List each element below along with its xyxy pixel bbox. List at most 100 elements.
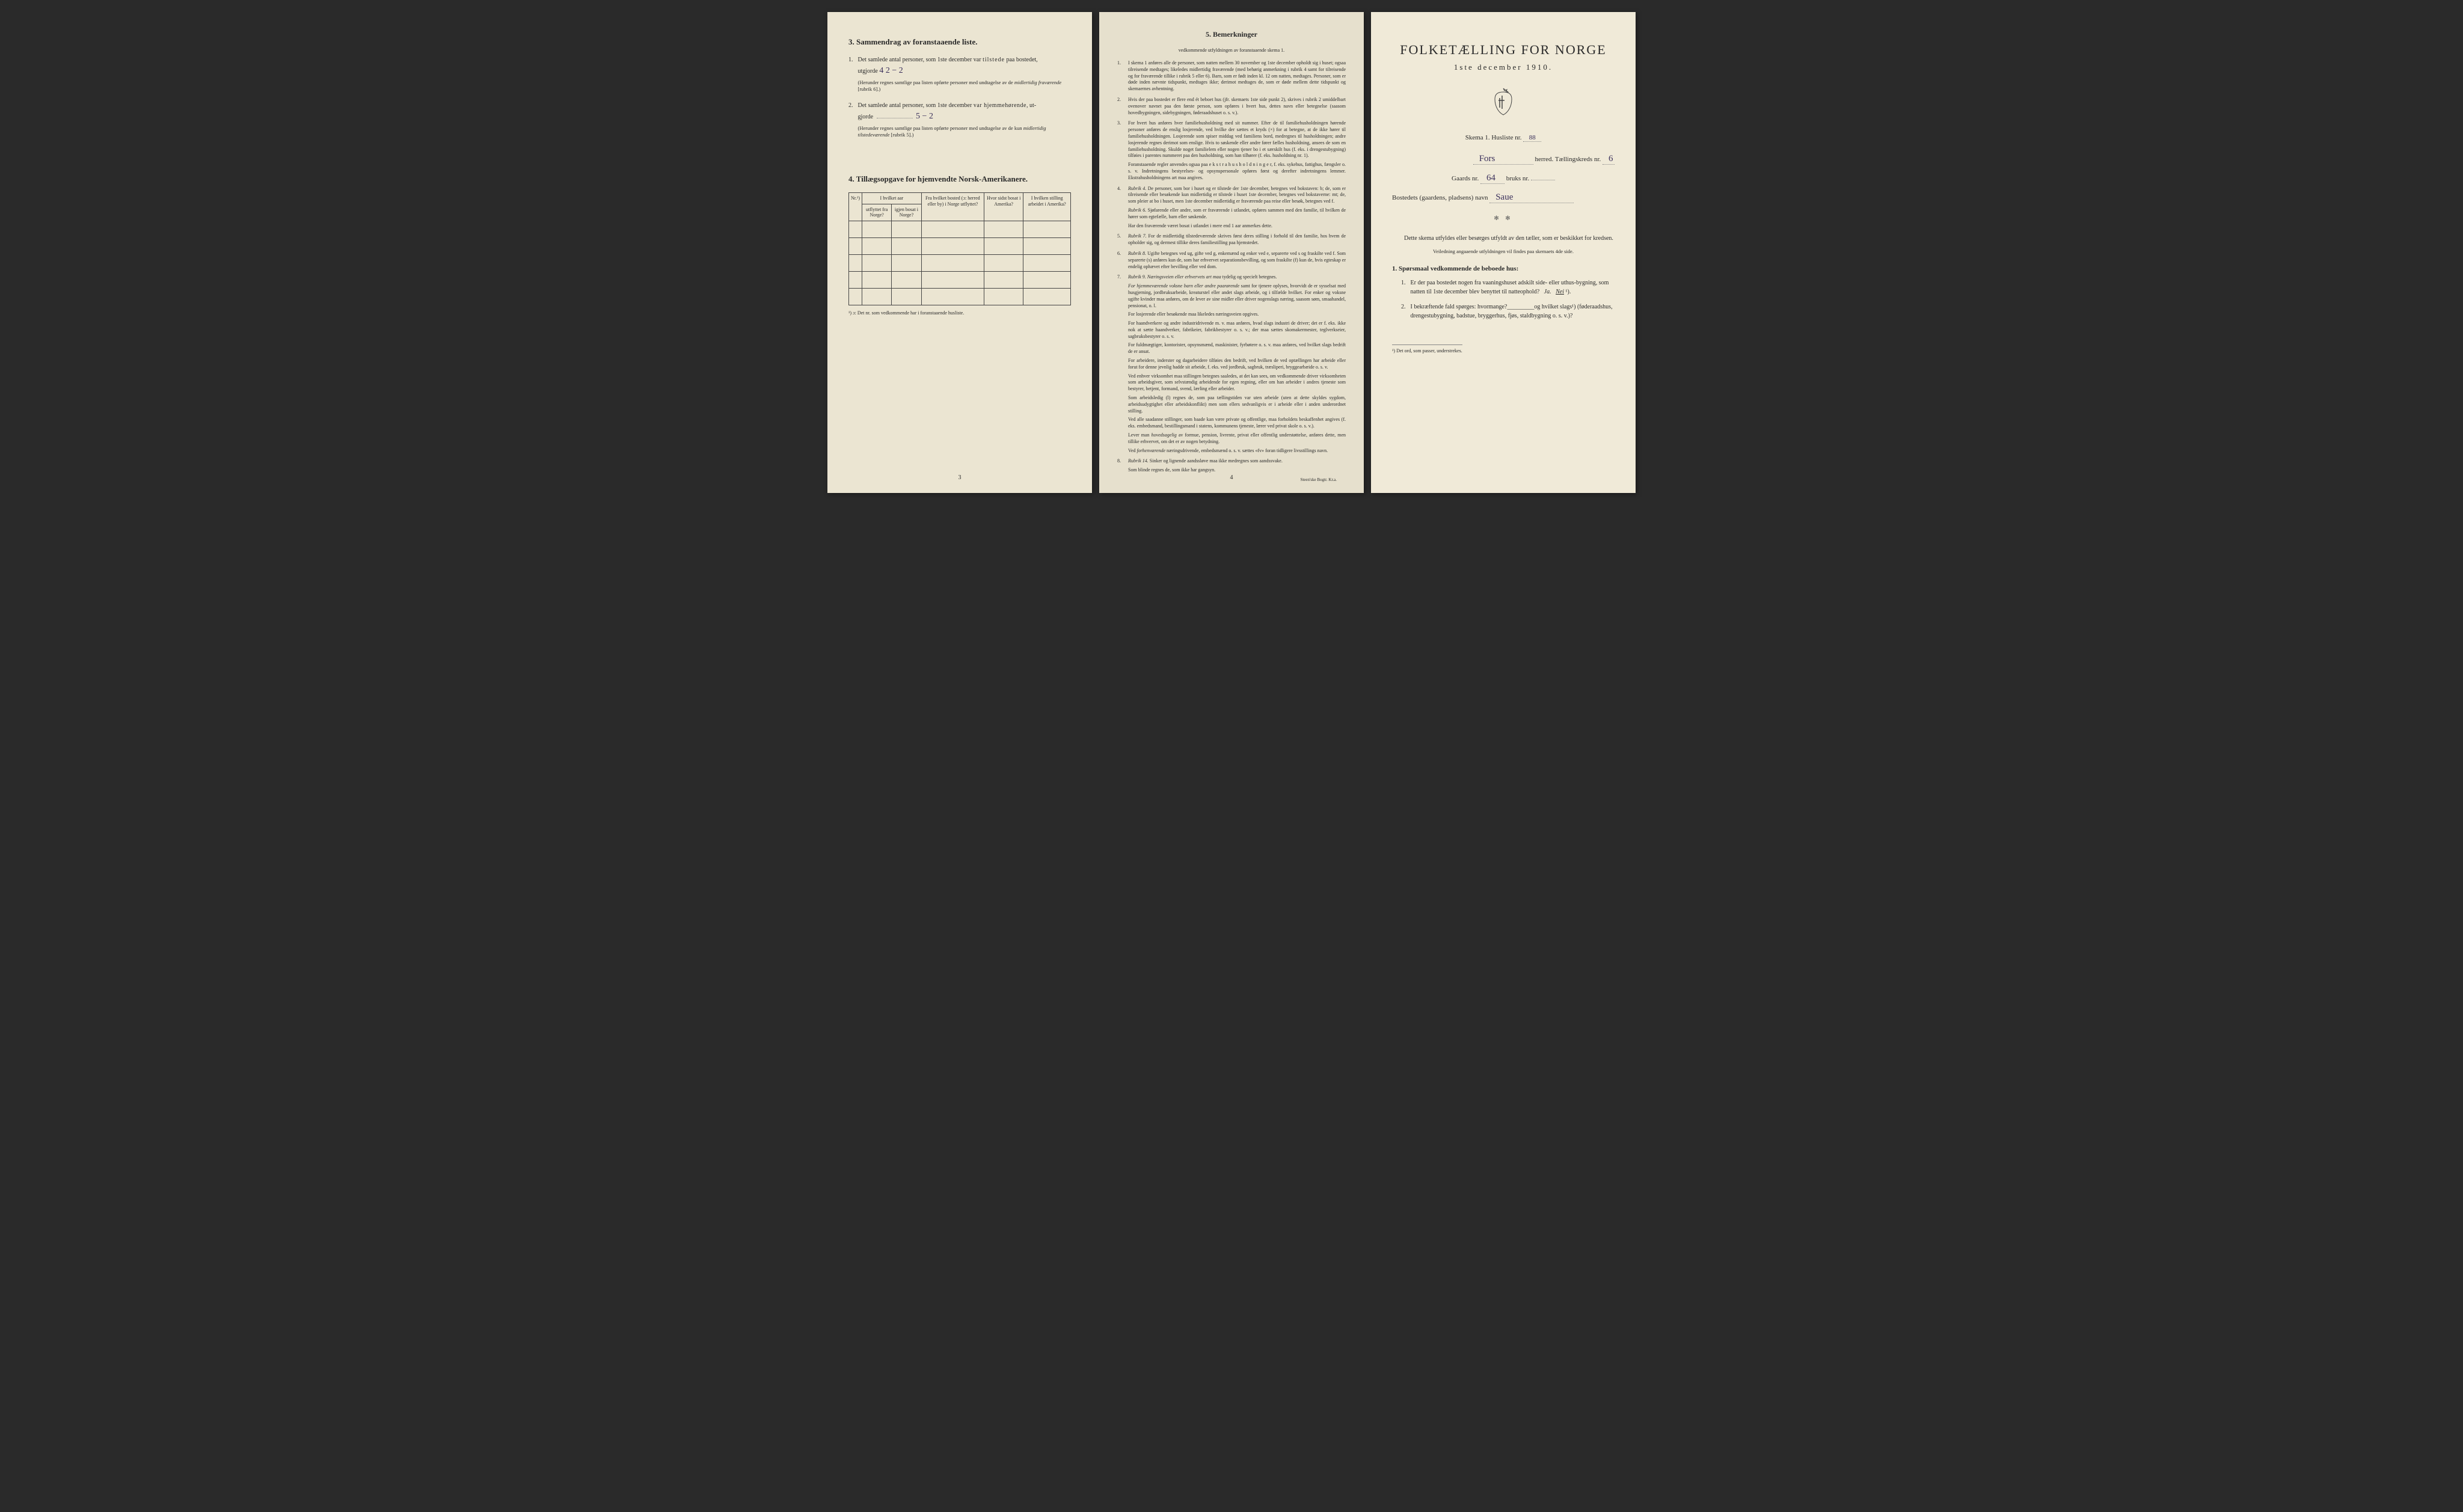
t: For hvert hus anføres hver familiehushol…: [1128, 120, 1346, 181]
t: Som arbeidsledig (l) regnes de, som paa …: [1128, 395, 1346, 414]
t: Hvis der paa bostedet er flere end ét be…: [1128, 97, 1346, 116]
page-middle: 5. Bemerkninger vedkommende utfyldningen…: [1099, 12, 1364, 493]
t: For arbeidere, inderster og dagarbeidere…: [1128, 358, 1346, 371]
t: Ja.: [1544, 289, 1551, 295]
th: I hvilken stilling arbeidet i Amerika?: [1023, 193, 1071, 221]
t: næringsdrivende, embedsmænd o. s. v. sæt…: [1165, 448, 1328, 453]
t: Rubrik 7. For de midlertidig tilstedevær…: [1128, 233, 1346, 246]
bosted-line: Bostedets (gaardens, pladsens) navn Saue: [1392, 192, 1615, 203]
t: Skema 1. Husliste nr.: [1465, 134, 1522, 141]
t: Ugifte betegnes ved ug, gifte ved g, enk…: [1128, 251, 1346, 269]
t: For hvert hus anføres hver familiehushol…: [1128, 120, 1346, 158]
hw: Saue: [1495, 192, 1513, 202]
question2: 2. I bekræftende fald spørges: hvormange…: [1392, 302, 1615, 320]
question1: 1. Er der paa bostedet nogen fra vaaning…: [1392, 278, 1615, 296]
hw: 4 2 − 2: [879, 64, 903, 77]
t: paa bostedet,: [1005, 57, 1038, 63]
th: Fra hvilket bosted (ɔ: herred eller by) …: [921, 193, 984, 221]
item1-num: 1.: [848, 55, 853, 93]
t: Har den fraværende været bosat i utlande…: [1128, 223, 1346, 230]
t: forhenværende: [1136, 448, 1165, 453]
page-left: 3. Sammendrag av foranstaaende liste. 1.…: [827, 12, 1092, 493]
t: (Herunder regnes samtlige paa listen opf…: [858, 79, 1014, 85]
t: For losjerende eller besøkende maa likel…: [1128, 311, 1346, 318]
page-number: 3: [827, 474, 1092, 481]
coat-of-arms-icon: [1392, 87, 1615, 119]
instruction2: Veiledning angaaende utfyldningen vil fi…: [1392, 248, 1615, 256]
item2-text: Det samlede antal personer, som 1ste dec…: [858, 101, 1072, 138]
n: 8.: [1117, 458, 1124, 474]
hw: 64: [1486, 173, 1495, 183]
t: Rubrik 4. De personer, som bor i huset o…: [1128, 186, 1346, 230]
n: 5.: [1117, 233, 1124, 246]
question-heading: 1. Spørsmaal vedkommende de beboede hus:: [1392, 265, 1615, 272]
n: 1.: [1117, 60, 1124, 93]
footnote: ¹) Det ord, som passer, understrekes.: [1392, 326, 1615, 355]
t: tydelig og specielt betegnes.: [1221, 274, 1277, 280]
table-footnote: ¹) ɔ: Det nr. som vedkommende har i fora…: [848, 310, 1071, 316]
t: herred. Tællingskreds nr.: [1535, 156, 1601, 163]
t: Rubrik 7.: [1128, 233, 1147, 239]
section4-title: 4. Tillægsopgave for hjemvendte Norsk-Am…: [848, 174, 1071, 184]
t: (Herunder regnes samtlige paa listen opf…: [858, 125, 1023, 131]
t: For fuldmægtiger, kontorister, opsynsmæn…: [1128, 342, 1346, 355]
t: Rubrik 8. Ugifte betegnes ved ug, gifte …: [1128, 251, 1346, 270]
t: De personer, som bor i huset og er tilst…: [1128, 186, 1346, 204]
t: Som blinde regnes de, som ikke har gangs…: [1128, 467, 1346, 474]
t: For hjemmeværende voksne barn eller andr…: [1128, 283, 1239, 289]
t: Rubrik 9.: [1128, 274, 1146, 280]
t: Ved: [1128, 448, 1136, 453]
hw: 6: [1609, 154, 1613, 164]
t: ¹).: [1564, 289, 1571, 295]
t: [rubrik 5].): [890, 132, 914, 138]
item1-text: Det samlede antal personer, som 1ste dec…: [858, 55, 1072, 93]
t: Det samlede antal personer, som 1ste dec…: [858, 102, 974, 109]
section5-subtitle: vedkommende utfyldningen av foranstaaend…: [1117, 47, 1346, 53]
th: igjen bosat i Norge?: [892, 204, 921, 221]
herred-line: Fors herred. Tællingskreds nr. 6: [1392, 154, 1615, 165]
page-right: FOLKETÆLLING FOR NORGE 1ste december 191…: [1371, 12, 1636, 493]
section3-title: 3. Sammendrag av foranstaaende liste.: [848, 37, 1071, 47]
t: Sjøfarende eller andre, som er fraværend…: [1128, 207, 1346, 219]
section5-title: 5. Bemerkninger: [1117, 30, 1346, 39]
skema-line: Skema 1. Husliste nr. 88: [1392, 134, 1615, 142]
t: Gaards nr.: [1452, 175, 1479, 182]
hw: Fors: [1479, 154, 1495, 164]
t: Nei: [1556, 289, 1564, 295]
th: I hvilket aar: [862, 193, 922, 204]
t: Lever man: [1128, 432, 1152, 438]
item1: 1. Det samlede antal personer, som 1ste …: [848, 55, 1071, 93]
instruction1: Dette skema utfyldes eller besørges utfy…: [1392, 234, 1615, 243]
t: Ved enhver virksomhet maa stillingen bet…: [1128, 373, 1346, 393]
th: Nr.¹): [849, 193, 862, 221]
n: 1.: [1401, 278, 1406, 296]
t: gjorde: [858, 114, 874, 120]
t: Næringsveien eller erhvervets art maa: [1146, 274, 1221, 280]
section4: 4. Tillægsopgave for hjemvendte Norsk-Am…: [848, 174, 1071, 316]
t: I bekræftende fald spørges: hvormange?__…: [1411, 302, 1615, 320]
main-title: FOLKETÆLLING FOR NORGE: [1392, 42, 1615, 58]
printer-mark: Steen'ske Bogtr. Kr.a.: [1300, 477, 1337, 482]
n: 3.: [1117, 120, 1124, 181]
ornament-icon: ✻ ✻: [1392, 215, 1615, 222]
t: Rubrik 4.: [1128, 186, 1146, 191]
th: utflyttet fra Norge?: [862, 204, 892, 221]
t: tilstede: [983, 57, 1005, 63]
t: Ved alle saadanne stillinger, som baade …: [1128, 417, 1346, 430]
t: midlertidig fraværende: [1014, 79, 1061, 85]
t: Bostedets (gaardens, pladsens) navn: [1392, 194, 1488, 201]
t: Foranstaaende regler anvendes ogsaa paa …: [1128, 162, 1346, 181]
t: Rubrik 14.: [1128, 458, 1149, 464]
emigrant-table: Nr.¹) I hvilket aar Fra hvilket bosted (…: [848, 192, 1071, 305]
t: [rubrik 6].): [858, 86, 881, 92]
t: utgjorde: [858, 68, 878, 75]
th: Hvor sidst bosat i Amerika?: [984, 193, 1023, 221]
t: Rubrik 8.: [1128, 251, 1146, 256]
t: , ut-: [1026, 102, 1036, 109]
t: Er der paa bostedet nogen fra vaaningshu…: [1411, 278, 1615, 296]
t: Rubrik 6.: [1128, 207, 1146, 213]
gaards-line: Gaards nr. 64 bruks nr.: [1392, 173, 1615, 184]
hw: 5 − 2: [916, 110, 933, 123]
n: 6.: [1117, 251, 1124, 270]
hw: 88: [1523, 134, 1541, 142]
